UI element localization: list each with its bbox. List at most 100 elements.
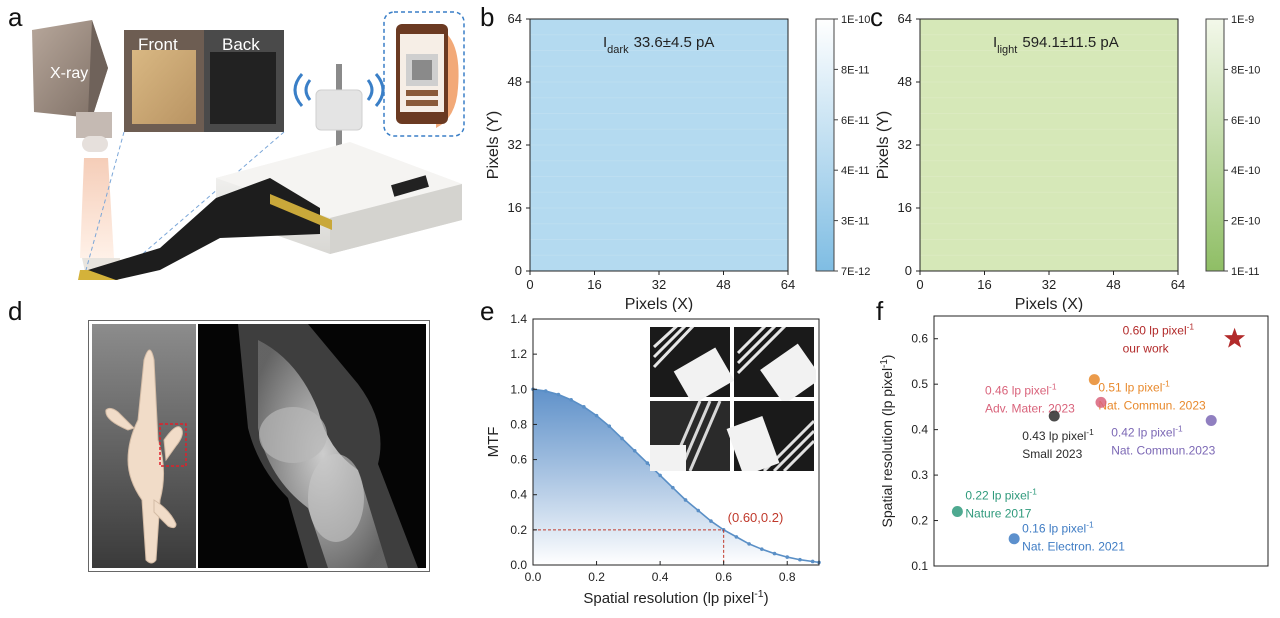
mtf-point	[747, 542, 751, 546]
light-x-axis-label: Pixels (X)	[1015, 296, 1083, 312]
light-colorbar-tick-label: 8E-10	[1231, 64, 1260, 76]
dark-colorbar-tick-label: 4E-11	[841, 165, 870, 177]
comparison-point	[1088, 374, 1100, 386]
mtf-point	[543, 389, 548, 393]
mtf-area	[533, 389, 819, 565]
comparison-point-value: 0.42 lp pixel-1	[1111, 424, 1183, 440]
mtf-point	[658, 473, 662, 478]
dark-x-tick-label: 64	[781, 277, 795, 292]
mtf-y-axis-label: MTF	[485, 427, 502, 458]
dark-current-label: Idark 33.6±4.5 pA	[603, 34, 714, 56]
pattern-inset	[650, 327, 735, 405]
mtf-point	[734, 535, 739, 539]
comparison-point-value: 0.51 lp pixel-1	[1098, 379, 1170, 395]
mtf-point	[671, 485, 675, 490]
xray-source	[32, 20, 112, 160]
light-x-tick-label: 48	[1106, 277, 1120, 292]
heatmap-light-chart: 0 16 32 48 64 0 16 32 48 64 Pixels (X) Pixels (Y) Il…	[875, 11, 1260, 312]
mtf-y-tick-label: 0.8	[510, 417, 527, 431]
comparison-point-source: our work	[1123, 342, 1170, 356]
comparison-point	[1048, 410, 1060, 422]
mtf-point	[594, 413, 599, 418]
light-current-label: Ilight 594.1±11.5 pA	[993, 34, 1119, 56]
panel-letter-e: e	[480, 296, 495, 326]
mtf-y-tick-label: 0.0	[510, 558, 527, 572]
dark-x-tick-label: 48	[716, 277, 730, 292]
xray-beam	[80, 158, 114, 258]
mtf-x-tick-label: 0.8	[779, 570, 796, 584]
wireless-module	[315, 89, 363, 131]
light-colorbar-tick-label: 2E-10	[1231, 216, 1260, 228]
comparison-y-tick-label: 0.6	[911, 332, 928, 346]
xray-label: X-ray	[50, 65, 88, 82]
mtf-x-axis-label: Spatial resolution (lp pixel-1)	[583, 588, 768, 607]
dark-y-tick-label: 0	[515, 263, 522, 278]
dark-x-tick-label: 16	[587, 277, 601, 292]
pattern-inset	[726, 401, 816, 471]
comparison-y-axis-label: Spatial resolution (lp pixel-1)	[879, 355, 896, 528]
panel-letter-d: d	[8, 296, 23, 326]
front-label: Front	[138, 35, 178, 54]
light-x-tick-label: 0	[916, 277, 923, 292]
comparison-point-value: 0.22 lp pixel-1	[965, 486, 1037, 502]
dark-colorbar-tick-label: 7E-12	[841, 266, 870, 278]
comparison-point-source: Small 2023	[1022, 447, 1082, 461]
mtf-point	[569, 398, 573, 402]
light-y-tick-label: 0	[905, 263, 912, 278]
comparison-y-tick-label: 0.2	[911, 514, 928, 528]
mtf-point	[772, 551, 777, 556]
light-y-tick-label: 64	[898, 11, 912, 26]
mtf-point	[645, 461, 650, 465]
dark-colorbar-tick-label: 6E-11	[841, 115, 870, 127]
comparison-point-value: 0.60 lp pixel-1	[1123, 322, 1195, 338]
mtf-point	[709, 519, 713, 523]
region-of-interest-box	[159, 423, 187, 467]
mtf-point	[785, 555, 790, 559]
comparison-point-source: Nat. Commun.2023	[1111, 444, 1215, 458]
dark-heatmap-field	[530, 19, 788, 271]
mtf-x-tick-label: 0.6	[715, 570, 732, 584]
mtf-y-tick-label: 1.2	[510, 347, 527, 361]
comparison-point	[1095, 396, 1107, 408]
pattern-inset	[734, 327, 816, 405]
dark-x-tick-label: 32	[652, 277, 666, 292]
light-y-axis-label: Pixels (Y)	[875, 111, 892, 179]
light-colorbar-tick-label: 6E-10	[1231, 115, 1260, 127]
dark-colorbar-tick-label: 1E-10	[841, 14, 870, 26]
mtf-line	[532, 388, 820, 564]
dark-y-tick-label: 16	[508, 200, 522, 215]
mtf-point	[556, 392, 561, 397]
dark-colorbar-tick-label: 8E-11	[841, 64, 870, 76]
light-x-tick-label: 16	[977, 277, 991, 292]
comparison-plot-frame	[933, 315, 1269, 567]
mtf-plot-frame	[532, 318, 820, 566]
comparison-point-value: 0.46 lp pixel-1	[985, 381, 1057, 397]
comparison-point-source: Nature 2017	[965, 506, 1031, 520]
mtf-point	[696, 508, 701, 513]
light-heatmap-field	[920, 19, 1178, 271]
mtf-x-tick-label: 0.4	[652, 570, 669, 584]
comparison-y-tick-label: 0.5	[911, 377, 928, 391]
panel-letter-a: a	[8, 2, 23, 32]
light-x-tick-label: 64	[1171, 277, 1185, 292]
dark-colorbar	[815, 18, 835, 272]
comparison-point-source: Adv. Mater. 2023	[985, 401, 1075, 415]
wifi-signal-icon	[293, 73, 385, 107]
dark-y-axis-label: Pixels (Y)	[485, 111, 502, 179]
light-colorbar-tick-label: 4E-10	[1231, 165, 1260, 177]
panel-letter-f: f	[876, 296, 884, 326]
mtf-point	[760, 547, 764, 551]
pattern-inset	[650, 400, 730, 471]
panel-letter-b: b	[480, 2, 495, 32]
comparison-y-tick-label: 0.4	[911, 423, 928, 437]
mtf-point	[620, 436, 624, 441]
comparison-point	[1205, 415, 1217, 427]
flex-cable	[88, 178, 320, 280]
light-colorbar-tick-label: 1E-11	[1231, 266, 1260, 278]
comparison-point-value: 0.43 lp pixel-1	[1022, 427, 1094, 443]
mtf-chart: (0.60,0.2) 0.0 0.2 0.4 0.6 0.8 0.0 0.2 0.4 0.6 0.8…	[485, 312, 821, 607]
dark-x-tick-label: 0	[526, 277, 533, 292]
phone-callout	[383, 11, 465, 137]
mtf-point	[683, 498, 688, 502]
mtf-point	[582, 405, 586, 409]
